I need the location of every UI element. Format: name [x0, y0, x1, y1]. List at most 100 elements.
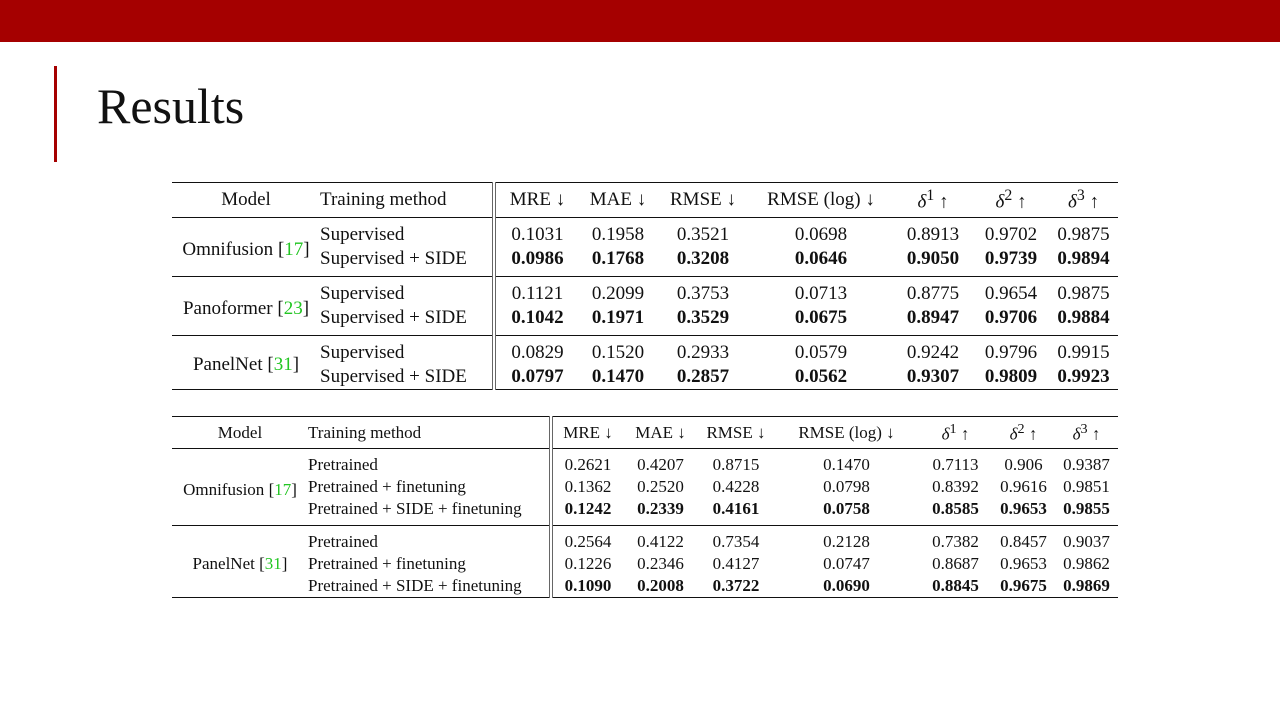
model-name: Omnifusion	[182, 238, 274, 260]
model-name: Omnifusion	[183, 479, 265, 499]
metric-cell: 0.9796	[984, 342, 1038, 363]
table-row: Supervised + SIDE 0.0986 0.1768 0.3208 0.064…	[172, 247, 1118, 277]
metric-cell: 0.2933	[676, 342, 730, 363]
header-training-method: Training method	[308, 416, 551, 449]
metric-cell: 0.2857	[657, 365, 749, 390]
header-rmse: RMSE ↓	[657, 182, 749, 218]
metric-cell: 0.2564	[549, 525, 623, 553]
up-arrow: ↑	[1024, 424, 1038, 444]
metric-cell: 0.9702	[984, 224, 1038, 245]
metric-cell: 0.0747	[823, 554, 870, 573]
metric-cell: 0.9653	[992, 498, 1055, 526]
metric-cell: 0.0675	[749, 306, 893, 336]
metric-cell: 0.0758	[774, 498, 919, 526]
metric-cell: 0.1226	[549, 553, 623, 575]
metric-cell: 0.1971	[579, 306, 657, 336]
metric-cell: 0.9675	[992, 575, 1055, 598]
metric-cell: 0.2520	[637, 477, 684, 496]
table1-body: Omnifusion [17] Supervised 0.1031 0.1958 0.3…	[172, 217, 1118, 390]
citation-ref: 17	[284, 238, 304, 260]
table-row: Omnifusion [17] Pretrained 0.2621 0.4207 0.8…	[172, 448, 1118, 526]
header-delta1: δ1 ↑	[893, 182, 973, 218]
delta-exponent: 2	[1017, 420, 1025, 437]
metric-cell: 0.2346	[637, 554, 684, 573]
metric-cell: 0.9923	[1049, 365, 1118, 390]
table-row: Omnifusion [17] Supervised 0.1031 0.1958 0.3…	[172, 217, 1118, 277]
metric-cell: 0.9809	[973, 365, 1049, 390]
table-row: PanelNet [31] Pretrained 0.2564 0.4122 0.735…	[172, 525, 1118, 598]
table-row: Supervised + SIDE 0.0797 0.1470 0.2857 0.056…	[172, 365, 1118, 390]
model-name: PanelNet	[192, 354, 263, 375]
metric-cell: 0.3208	[657, 247, 749, 277]
metric-cell: 0.3722	[698, 575, 774, 598]
metric-cell: 0.9884	[1049, 306, 1118, 336]
table2-body: Omnifusion [17] Pretrained 0.2621 0.4207 0.8…	[172, 448, 1118, 598]
training-method-cell: Supervised + SIDE	[320, 365, 494, 390]
metric-cell: 0.2339	[623, 498, 698, 526]
training-method-cell: Pretrained	[308, 455, 378, 474]
metric-cell: 0.8392	[932, 477, 979, 496]
table-row: Panoformer [23] Supervised 0.1121 0.2099 0.3…	[172, 276, 1118, 336]
delta-symbol: δ	[1072, 424, 1081, 444]
metric-cell: 0.2008	[623, 575, 698, 598]
title-accent-bar	[54, 66, 57, 162]
metric-cell: 0.1768	[579, 247, 657, 277]
delta-exponent: 2	[1004, 186, 1013, 204]
training-method-cell: Supervised	[320, 224, 405, 245]
metric-cell: 0.8913	[906, 224, 960, 245]
metric-cell: 0.0798	[823, 477, 870, 496]
metric-cell: 0.9855	[1055, 498, 1118, 526]
metric-cell: 0.9894	[1049, 247, 1118, 277]
delta-symbol: δ	[917, 191, 927, 213]
metric-cell: 0.0698	[794, 224, 848, 245]
metric-cell: 0.9050	[893, 247, 973, 277]
results-table-supervised: Model Training method MRE ↓ MAE ↓ RMSE ↓…	[172, 182, 1118, 390]
metric-cell: 0.9653	[1000, 554, 1047, 573]
metric-cell: 0.9915	[1057, 342, 1110, 363]
results-table-finetuning: Model Training method MRE ↓ MAE ↓ RMSE ↓…	[172, 416, 1118, 598]
metric-cell: 0.9037	[1063, 532, 1110, 551]
metric-cell: 0.1242	[549, 498, 623, 526]
model-cell: Omnifusion [17]	[172, 448, 308, 526]
table-row: PanelNet [31] Supervised 0.0829 0.1520 0.293…	[172, 335, 1118, 390]
training-method-cell: Pretrained	[308, 532, 378, 551]
table-header-row: Model Training method MRE ↓ MAE ↓ RMSE ↓…	[172, 182, 1118, 218]
training-method-cell: Pretrained + finetuning	[308, 554, 466, 573]
citation-ref: 23	[283, 297, 303, 319]
metric-cell: 0.1090	[549, 575, 623, 598]
delta-symbol: δ	[941, 424, 950, 444]
metric-cell: 0.4127	[712, 554, 760, 573]
citation-ref: 31	[264, 554, 282, 573]
metric-cell: 0.0986	[492, 247, 579, 277]
table-row: Pretrained + finetuning 0.1362 0.2520 0.422…	[172, 476, 1118, 498]
top-accent-bar	[0, 0, 1280, 42]
metric-cell: 0.4207	[637, 455, 684, 474]
training-method-cell: Pretrained + SIDE + finetuning	[308, 575, 551, 598]
delta-symbol: δ	[1067, 191, 1077, 213]
metric-cell: 0.8715	[712, 455, 760, 474]
up-arrow: ↑	[1087, 424, 1101, 444]
metric-cell: 0.8457	[1000, 532, 1047, 551]
slide-title: Results	[97, 78, 245, 134]
metric-cell: 0.9862	[1063, 554, 1110, 573]
header-rmse-log: RMSE (log) ↓	[749, 182, 893, 218]
metric-cell: 0.2099	[591, 283, 645, 304]
table-row: Pretrained + SIDE + finetuning 0.1090 0.20…	[172, 575, 1118, 598]
citation-ref: 31	[273, 354, 293, 375]
table-row: Pretrained + finetuning 0.1226 0.2346 0.412…	[172, 553, 1118, 575]
metric-cell: 0.9851	[1063, 477, 1110, 496]
model-cell: PanelNet [31]	[172, 335, 320, 390]
model-cell: Panoformer [23]	[172, 276, 320, 336]
metric-cell: 0.9616	[1000, 477, 1047, 496]
metric-cell: 0.4122	[637, 532, 684, 551]
metric-cell: 0.8947	[893, 306, 973, 336]
citation-ref: 17	[274, 479, 292, 499]
model-cell: Omnifusion [17]	[172, 217, 320, 277]
metric-cell: 0.0579	[794, 342, 848, 363]
metric-cell: 0.8775	[906, 283, 960, 304]
training-method-cell: Supervised + SIDE	[320, 306, 494, 336]
metric-cell: 0.1470	[823, 455, 870, 474]
metric-cell: 0.1520	[591, 342, 645, 363]
delta-exponent: 1	[926, 186, 935, 204]
model-cell: PanelNet [31]	[172, 525, 308, 598]
